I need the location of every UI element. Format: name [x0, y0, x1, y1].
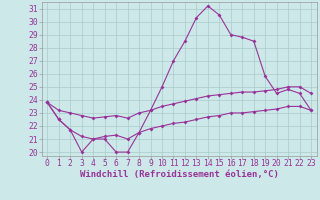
X-axis label: Windchill (Refroidissement éolien,°C): Windchill (Refroidissement éolien,°C): [80, 170, 279, 179]
